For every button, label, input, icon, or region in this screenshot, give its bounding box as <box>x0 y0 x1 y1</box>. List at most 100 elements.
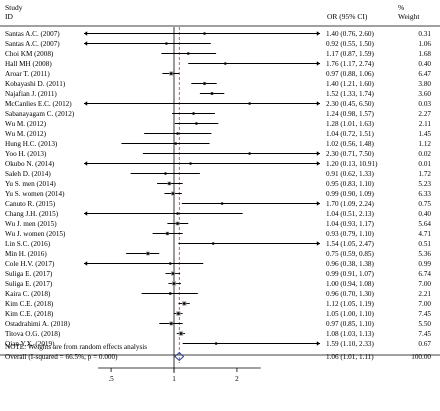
study-or-ci: 1.52 (1.33, 1.74) <box>326 90 375 98</box>
study-ci-arrow-right <box>316 101 320 106</box>
study-label: Suliga E. (2017) <box>5 270 53 278</box>
overall-weight: 100.00 <box>411 353 431 361</box>
study-or-ci: 0.97 (0.88, 1.06) <box>326 70 375 78</box>
study-label: Yu S. women (2014) <box>5 190 65 198</box>
study-or-ci: 0.96 (0.38, 1.38) <box>326 260 375 268</box>
study-point <box>248 152 251 155</box>
study-label: Suliga E. (2017) <box>5 280 53 288</box>
study-ci-arrow-left <box>84 31 88 36</box>
study-label: Kaira C. (2018) <box>5 290 51 298</box>
study-point <box>146 252 150 255</box>
study-label: Cole H.V. (2017) <box>5 260 55 268</box>
study-ci-arrow-left <box>84 211 88 216</box>
study-label: McCanlies E.C. (2012) <box>5 100 72 108</box>
weight-header: % Weight <box>398 3 419 21</box>
study-point <box>165 42 168 45</box>
study-point <box>168 292 172 295</box>
weight-header-line2: Weight <box>398 12 420 21</box>
study-or-ci: 1.08 (1.03, 1.13) <box>326 330 375 338</box>
or-header: OR (95% CI) <box>327 12 367 21</box>
study-or-ci: 1.04 (0.72, 1.51) <box>326 130 375 138</box>
study-weight: 2.21 <box>418 290 431 298</box>
study-or-ci: 1.40 (1.21, 1.60) <box>326 80 375 88</box>
study-or-ci: 0.95 (0.83, 1.10) <box>326 180 375 188</box>
study-point <box>192 112 195 115</box>
study-or-ci: 1.76 (1.17, 2.74) <box>326 60 375 68</box>
study-or-ci: 1.70 (1.09, 2.24) <box>326 200 375 208</box>
study-ci-arrow-left <box>84 261 88 266</box>
study-label: Aroar T. (2011) <box>5 70 50 78</box>
study-point <box>210 92 214 95</box>
or-header-label: OR (95% CI) <box>327 12 368 21</box>
study-ci-arrow-left <box>84 41 88 46</box>
study-label: Choi KM (2008) <box>5 50 54 58</box>
study-label: Sabanayagam C. (2012) <box>5 110 75 118</box>
x-axis-tick-label: 1 <box>172 375 176 383</box>
study-ci-arrow-right <box>316 31 320 36</box>
study-weight: 5.23 <box>418 180 431 188</box>
weights-note: NOTE: Weights are from random effects an… <box>5 343 147 351</box>
study-point <box>174 142 178 145</box>
study-point <box>248 102 251 105</box>
study-label: Min H. (2016) <box>5 250 47 258</box>
study-weight: 1.68 <box>418 50 431 58</box>
study-ci-arrow-right <box>316 61 320 66</box>
study-weight: 6.33 <box>418 190 431 198</box>
study-point <box>182 302 186 305</box>
study-label: Najafian J. (2011) <box>5 90 57 98</box>
study-label: Santas A.C. (2007) <box>5 40 60 48</box>
study-weight: 0.31 <box>418 30 431 38</box>
study-or-ci: 1.04 (0.51, 2.13) <box>326 210 375 218</box>
study-point <box>169 72 173 75</box>
study-point <box>214 342 218 345</box>
study-label: Titova O.G. (2018) <box>5 330 61 338</box>
study-weight: 6.47 <box>418 70 431 78</box>
study-weight: 0.99 <box>418 260 431 268</box>
study-point <box>176 212 179 215</box>
study-label: Wu J. women (2015) <box>5 230 66 238</box>
study-or-ci: 0.99 (0.91, 1.07) <box>326 270 375 278</box>
study-weight: 0.03 <box>418 100 431 108</box>
study-weight: 0.75 <box>418 200 431 208</box>
study-label: Lin S.C. (2016) <box>5 240 51 248</box>
study-weight: 0.40 <box>418 210 431 218</box>
study-point <box>168 262 172 265</box>
study-label: Canuto R. (2015) <box>5 200 56 208</box>
study-ci-arrow-left <box>84 101 88 106</box>
study-label: Ostadrahimi A. (2018) <box>5 320 70 328</box>
study-header-line1: Study <box>5 3 23 12</box>
study-point <box>186 52 190 55</box>
study-or-ci: 1.17 (0.87, 1.59) <box>326 50 375 58</box>
study-or-ci: 1.04 (0.93, 1.17) <box>326 220 375 228</box>
x-axis-tick-label: 2 <box>235 375 239 383</box>
study-point <box>195 122 198 125</box>
study-point <box>211 242 215 245</box>
study-header: Study ID <box>5 3 23 21</box>
study-weight: 4.71 <box>418 230 431 238</box>
study-or-ci: 1.02 (0.56, 1.48) <box>326 140 375 148</box>
overall-or-ci: 1.06 (1.01, 1.11) <box>326 353 374 361</box>
study-ci-arrow-right <box>316 151 320 156</box>
study-label: Saleh D. (2014) <box>5 170 51 178</box>
study-or-ci: 0.93 (0.79, 1.10) <box>326 230 375 238</box>
study-point <box>176 132 179 135</box>
study-label: Hall MH (2008) <box>5 60 52 68</box>
study-weight: 0.01 <box>418 160 431 168</box>
study-label: Wu M. (2012) <box>5 120 47 128</box>
study-point <box>224 62 227 65</box>
study-weight: 5.50 <box>418 320 431 328</box>
study-weight: 7.00 <box>418 300 431 308</box>
study-ci-arrow-right <box>316 241 320 246</box>
study-point <box>169 322 173 325</box>
study-or-ci: 0.99 (0.90, 1.09) <box>326 190 375 198</box>
study-label: Kobayashi D. (2011) <box>5 80 66 88</box>
study-or-ci: 0.75 (0.59, 0.85) <box>326 250 375 258</box>
study-or-ci: 2.30 (0.71, 7.50) <box>326 150 375 158</box>
study-ci-arrow-right <box>316 161 320 166</box>
overall-diamond <box>174 351 185 362</box>
study-or-ci: 1.28 (1.01, 1.63) <box>326 120 375 128</box>
study-weight: 0.51 <box>418 240 431 248</box>
study-label: Chang J.H. (2015) <box>5 210 59 218</box>
study-point <box>189 162 192 165</box>
